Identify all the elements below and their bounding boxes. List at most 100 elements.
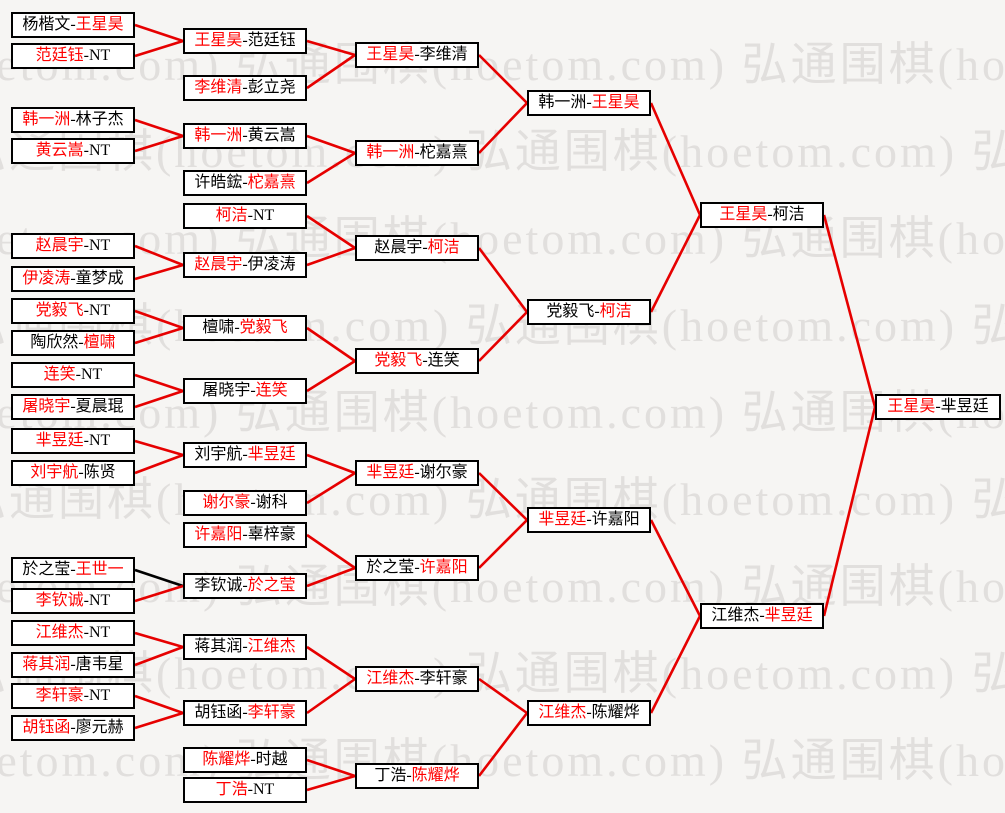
player-name: 李钦诚 <box>194 577 243 594</box>
winner-name: 屠晓宇 <box>22 398 71 415</box>
bracket-connector-line <box>134 263 184 281</box>
separator: - <box>70 561 76 578</box>
separator: - <box>242 174 248 191</box>
separator: - <box>83 592 89 609</box>
player-name: NT <box>89 624 111 641</box>
bracket-connector-line <box>306 246 356 267</box>
bracket-connector-line <box>478 519 528 569</box>
player-name: 许皓鋐 <box>194 174 243 191</box>
bracket-connector-line <box>306 758 356 778</box>
separator: - <box>70 398 76 415</box>
winner-name: 连笑 <box>255 382 288 399</box>
separator: - <box>70 270 76 287</box>
match-box: 谢尔豪 - 谢科 <box>183 490 307 516</box>
match-box: 黄云嵩 - NT <box>11 138 135 164</box>
bracket-connector-line <box>306 214 356 250</box>
match-box: 许嘉阳 - 辜梓豪 <box>183 522 307 548</box>
separator: - <box>414 464 420 481</box>
winner-name: 柁嘉熹 <box>247 174 296 191</box>
match-box: 江维杰 - 陈耀烨 <box>527 700 651 726</box>
match-box: 刘宇航 - 陈贤 <box>11 460 135 486</box>
winner-name: 王世一 <box>75 561 124 578</box>
bracket-connector-line <box>306 326 356 363</box>
player-name: NT <box>253 781 275 798</box>
player-name: 江维杰 <box>711 607 760 624</box>
match-box: 王星昊 - 芈昱廷 <box>875 394 1001 420</box>
bracket-connector-line <box>134 694 184 715</box>
player-name: 於之莹 <box>366 559 415 576</box>
match-box: 许皓鋐 - 柁嘉熹 <box>183 170 307 196</box>
separator: - <box>83 302 89 319</box>
winner-name: 陈耀烨 <box>202 751 251 768</box>
separator: - <box>83 624 89 641</box>
watermark-text: 弘通围棋(hoetom.com) 弘通围棋(hoetom.com) 弘通围棋(h… <box>0 39 1005 90</box>
bracket-connector-line <box>306 151 356 185</box>
player-name: 党毅飞 <box>546 303 595 320</box>
winner-name: 谢尔豪 <box>202 494 251 511</box>
match-box: 於之莹 - 许嘉阳 <box>355 555 479 581</box>
match-box: 李钦诚 - 於之莹 <box>183 573 307 599</box>
winner-name: 芈昱廷 <box>538 511 587 528</box>
winner-name: 连笑 <box>43 366 76 383</box>
separator: - <box>83 237 89 254</box>
player-name: 唐韦星 <box>75 656 124 673</box>
separator: - <box>242 638 248 655</box>
bracket-connector-line <box>306 39 356 57</box>
bracket-connector-line <box>306 677 356 715</box>
separator: - <box>414 144 420 161</box>
match-box: 芈昱廷 - 谢尔豪 <box>355 460 479 486</box>
player-name: 赵晨宇 <box>374 239 423 256</box>
bracket-connector-line <box>306 134 356 155</box>
separator: - <box>234 319 240 336</box>
separator: - <box>414 559 420 576</box>
winner-name: 柯洁 <box>427 239 460 256</box>
player-name: 谢尔豪 <box>419 464 468 481</box>
bracket-connector-line <box>134 326 184 345</box>
player-name: 廖元赫 <box>75 719 124 736</box>
match-box: 韩一洲 - 黄云嵩 <box>183 123 307 149</box>
winner-name: 王星昊 <box>719 206 768 223</box>
watermark-text: 弘通围棋(hoetom.com) 弘通围棋(hoetom.com) 弘通围棋(h… <box>0 300 1005 351</box>
watermark-text: 弘通围棋(hoetom.com) 弘通围棋(hoetom.com) 弘通围棋(h… <box>0 474 1005 525</box>
separator: - <box>422 239 428 256</box>
match-box: 屠晓宇 - 夏晨琨 <box>11 394 135 420</box>
bracket-connector-line <box>478 102 528 154</box>
winner-name: 李轩豪 <box>247 704 296 721</box>
match-box: 连笑 - NT <box>11 362 135 388</box>
winner-name: 丁浩 <box>215 781 248 798</box>
player-name: NT <box>89 237 111 254</box>
separator: - <box>70 656 76 673</box>
player-name: 陶欣然 <box>30 334 79 351</box>
separator: - <box>414 670 420 687</box>
player-name: 芈昱廷 <box>940 398 989 415</box>
match-box: 王星昊 - 李维清 <box>355 42 479 68</box>
separator: - <box>247 781 253 798</box>
separator: - <box>242 79 248 96</box>
winner-name: 王星昊 <box>194 32 243 49</box>
player-name: NT <box>89 47 111 64</box>
match-box: 赵晨宇 - 柯洁 <box>355 235 479 261</box>
winner-name: 李维清 <box>194 79 243 96</box>
bracket-connector-line <box>134 373 184 393</box>
winner-name: 王星昊 <box>591 94 640 111</box>
separator: - <box>935 398 941 415</box>
bracket-connector-line <box>134 631 184 649</box>
player-name: 胡钰函 <box>194 704 243 721</box>
separator: - <box>767 206 773 223</box>
separator: - <box>83 687 89 704</box>
watermark-text: 弘通围棋(hoetom.com) 弘通围棋(hoetom.com) 弘通围棋(h… <box>0 648 1005 699</box>
match-box: 陶欣然 - 檀啸 <box>11 330 135 356</box>
match-box: 檀啸 - 党毅飞 <box>183 315 307 341</box>
winner-name: 江维杰 <box>35 624 84 641</box>
separator: - <box>70 719 76 736</box>
match-box: 伊凌涛 - 童梦成 <box>11 266 135 292</box>
bracket-connector-line <box>478 311 528 362</box>
bracket-connector-line <box>822 406 877 617</box>
bracket-connector-line <box>134 118 184 138</box>
separator: - <box>242 577 248 594</box>
bracket-connector-line <box>134 244 184 267</box>
match-box: 丁浩 - NT <box>183 777 307 803</box>
